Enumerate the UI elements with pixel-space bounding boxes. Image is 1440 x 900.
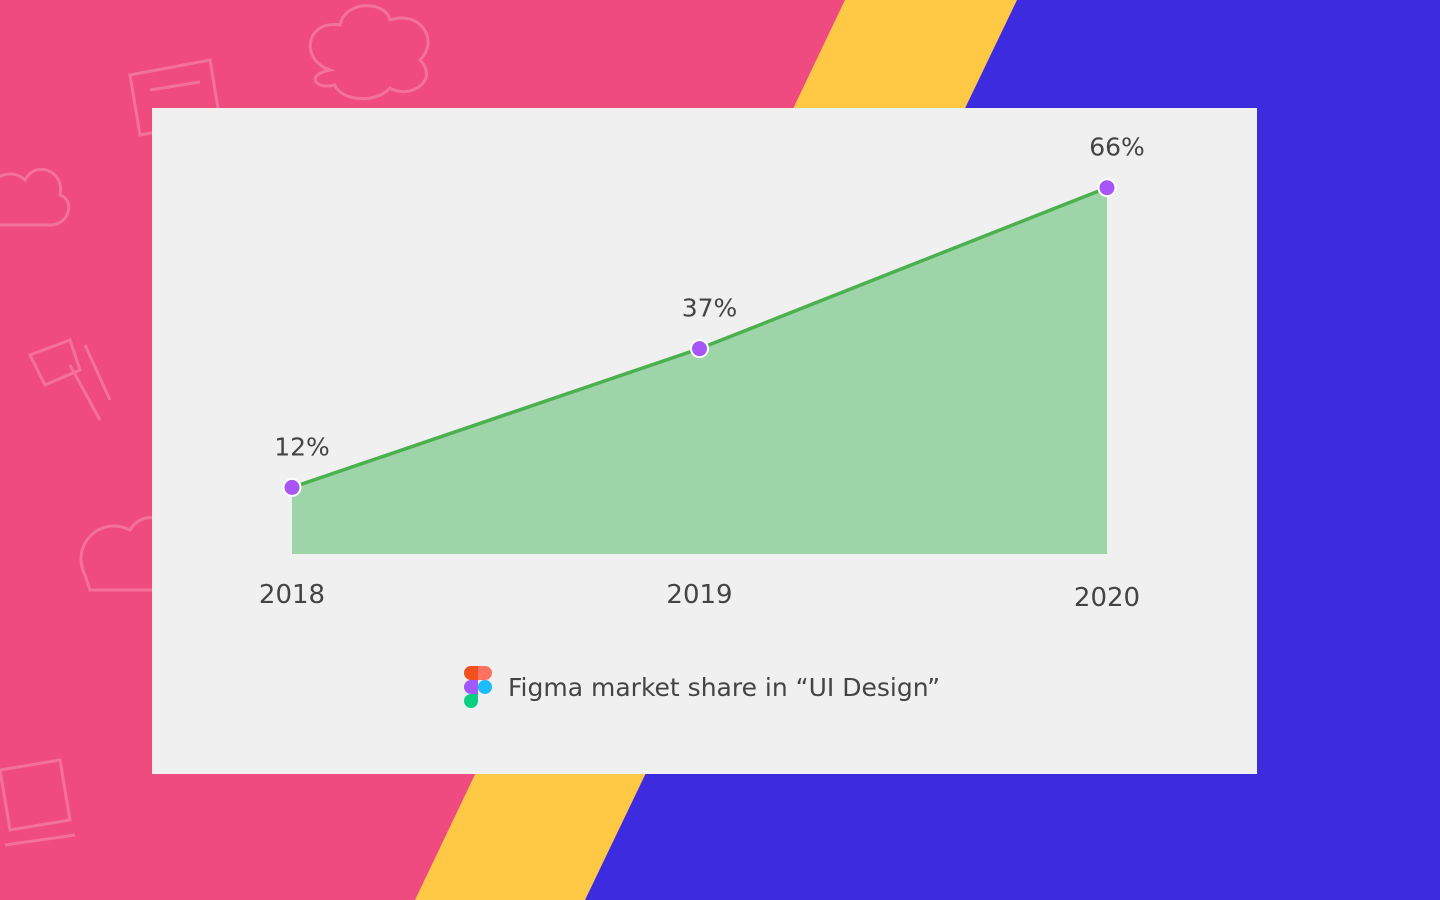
legend-label: Figma market share in “UI Design” — [508, 672, 941, 702]
data-point-2018 — [282, 477, 302, 497]
area-layer — [292, 187, 1107, 554]
data-point-2020 — [1097, 178, 1117, 198]
cup-doodle-icon — [0, 758, 76, 847]
x-tick-2019: 2019 — [666, 580, 732, 610]
data-point-2019 — [690, 339, 709, 359]
brain-doodle-icon — [308, 4, 430, 101]
value-labels: 12% 37% 66% — [274, 133, 1145, 462]
figma-logo-icon — [464, 666, 492, 708]
hairdryer-doodle-icon — [27, 338, 112, 421]
value-label-2020: 66% — [1089, 133, 1145, 162]
value-label-2018: 12% — [274, 432, 330, 461]
x-tick-2018: 2018 — [259, 580, 325, 610]
value-label-2019: 37% — [682, 294, 738, 323]
legend: Figma market share in “UI Design” — [462, 664, 940, 710]
area-fill — [292, 187, 1107, 554]
area-chart: 12% 37% 66% 2018 2019 2020 — [259, 133, 1145, 613]
points-layer — [282, 178, 1117, 497]
chart-card: 12% 37% 66% 2018 2019 2020 Figma market shar… — [152, 108, 1257, 774]
x-axis-ticks: 2018 2019 2020 — [259, 580, 1140, 613]
x-tick-2020: 2020 — [1074, 583, 1140, 613]
cloud-doodle-icon — [0, 167, 71, 227]
